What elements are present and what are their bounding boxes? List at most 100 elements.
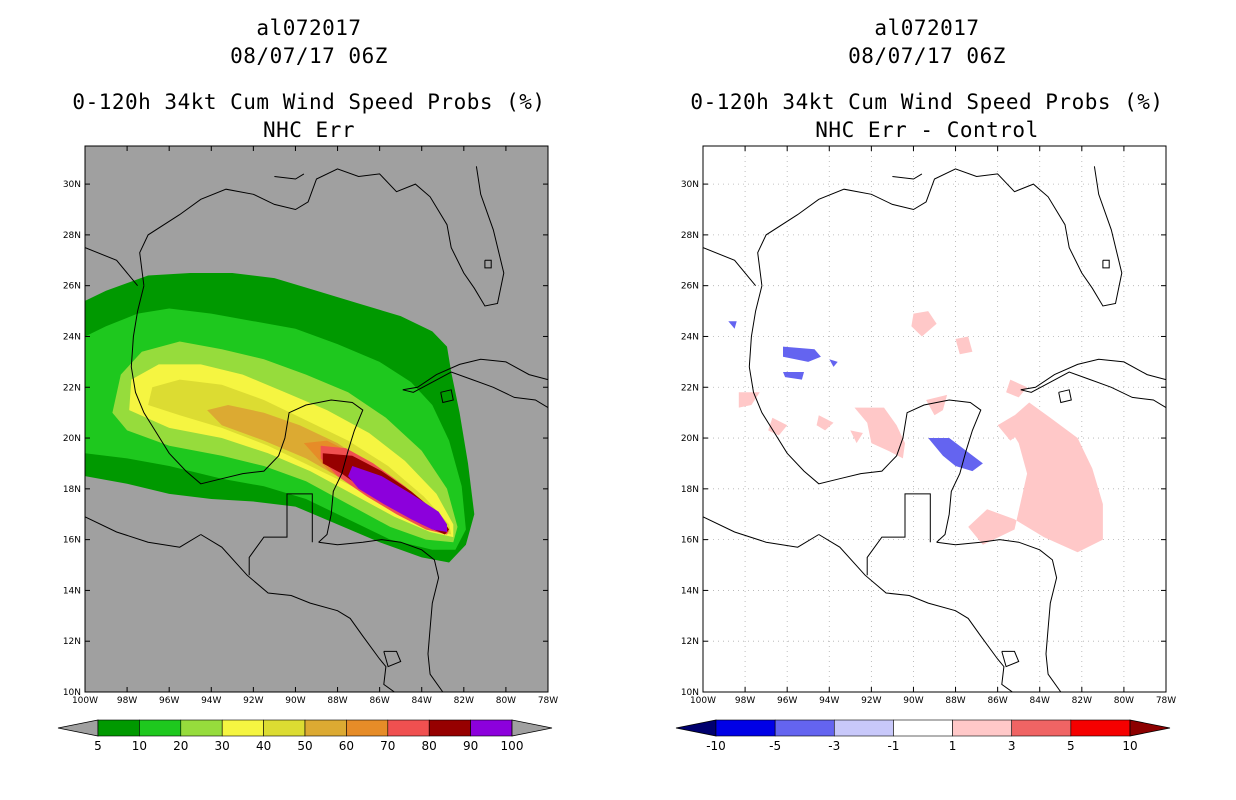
coastline (892, 173, 923, 180)
colorbar-label: 5 (94, 739, 102, 753)
difference-region (997, 415, 1021, 441)
lon-label: 82W (1072, 696, 1092, 706)
difference-region (728, 321, 737, 329)
storm-id: al072017 (874, 16, 980, 40)
coastline (936, 539, 1062, 692)
lat-label: 30N (63, 180, 81, 190)
colorbar-swatch (304, 719, 347, 737)
colorbar-swatch (139, 719, 182, 737)
coastlines (703, 166, 1166, 692)
colorbar-swatch (346, 719, 389, 737)
difference-region (854, 407, 905, 459)
colorbar-label: -5 (769, 739, 781, 753)
lon-label: 82W (454, 696, 474, 706)
lon-label: 96W (777, 696, 797, 706)
coastline (748, 285, 982, 543)
lon-label: 100W (690, 696, 716, 706)
lon-label: 86W (987, 696, 1007, 706)
coastline (703, 247, 756, 287)
plot-subtitle: NHC Err (262, 118, 355, 142)
colorbar: 5 10 20 30 40 50 60 70 80 90 100 (57, 719, 553, 753)
lon-label: 78W (1156, 696, 1176, 706)
colorbar: -10 -5 -3 -1 1 3 5 10 (675, 719, 1171, 753)
probability-region (348, 466, 447, 532)
colorbar-label: 5 (1067, 739, 1075, 753)
plot-title: 0-120h 34kt Cum Wind Speed Probs (%) (72, 90, 546, 114)
colorbar-label: 10 (1122, 739, 1137, 753)
colorbar-label: 80 (422, 739, 437, 753)
colorbar-label: 1 (949, 739, 957, 753)
lat-label: 12N (63, 637, 81, 647)
lon-label: 96W (159, 696, 179, 706)
lat-label: 26N (63, 282, 81, 292)
colorbar-label: 60 (339, 739, 354, 753)
lon-label: 98W (735, 696, 755, 706)
coastline (85, 516, 202, 548)
coastline (383, 650, 402, 668)
coastline (1020, 371, 1166, 409)
coastline (1102, 259, 1110, 269)
coastline (130, 285, 364, 543)
left-panel: al072017 08/07/17 06Z 0-120h 34kt Cum Wi… (57, 16, 558, 753)
lat-label: 20N (63, 434, 81, 444)
storm-id: al072017 (256, 16, 362, 40)
colorbar-swatch (428, 719, 471, 737)
shaded-regions (85, 273, 475, 563)
map-background (703, 146, 1166, 692)
map-frame (84, 145, 549, 693)
coastline (318, 539, 444, 692)
lon-label: 94W (819, 696, 839, 706)
difference-region (829, 359, 838, 367)
datetime: 08/07/17 06Z (848, 44, 1006, 68)
coastline (1058, 389, 1072, 404)
lat-label: 16N (63, 536, 81, 546)
lon-label: 78W (538, 696, 558, 706)
coastline (757, 166, 1123, 307)
coastlines (85, 166, 548, 692)
coastline (1020, 358, 1166, 391)
colorbar-swatch (180, 719, 223, 737)
shaded-regions (728, 311, 1103, 553)
lat-label: 24N (63, 332, 81, 342)
lon-label: 94W (201, 696, 221, 706)
colorbar-swatch (97, 719, 140, 737)
difference-region (955, 336, 973, 355)
lat-label: 14N (63, 586, 81, 596)
colorbar-end-low (675, 719, 717, 737)
colorbar-swatch (715, 719, 776, 737)
difference-region (783, 372, 804, 380)
lon-label: 92W (243, 696, 263, 706)
difference-region (926, 394, 948, 416)
coastline (248, 493, 313, 576)
coastline (1001, 650, 1020, 668)
colorbar-swatch (221, 719, 264, 737)
difference-region (1006, 379, 1028, 398)
colorbar-swatch (833, 719, 894, 737)
lat-label: 30N (681, 180, 699, 190)
right-panel: al072017 08/07/17 06Z 0-120h 34kt Cum Wi… (618, 0, 1236, 800)
lon-label: 100W (72, 696, 98, 706)
difference-region (850, 430, 863, 444)
colorbar-label: 100 (501, 739, 524, 753)
colorbar-label: 70 (380, 739, 395, 753)
colorbar-label: 20 (173, 739, 188, 753)
lat-label: 22N (681, 383, 699, 393)
lon-label: 92W (861, 696, 881, 706)
plot-title: 0-120h 34kt Cum Wind Speed Probs (%) (690, 90, 1164, 114)
difference-region (783, 346, 821, 362)
colorbar-label: 10 (132, 739, 147, 753)
lon-label: 84W (412, 696, 432, 706)
lon-label: 90W (285, 696, 305, 706)
colorbar-label: -10 (706, 739, 726, 753)
lon-label: 88W (327, 696, 347, 706)
lon-label: 86W (369, 696, 389, 706)
lon-label: 98W (117, 696, 137, 706)
colorbar-label: -1 (887, 739, 899, 753)
coastline (440, 389, 454, 404)
colorbar-swatch (893, 719, 953, 737)
coastline (484, 259, 492, 269)
coastline (274, 173, 305, 180)
colorbar-swatch (470, 719, 513, 737)
